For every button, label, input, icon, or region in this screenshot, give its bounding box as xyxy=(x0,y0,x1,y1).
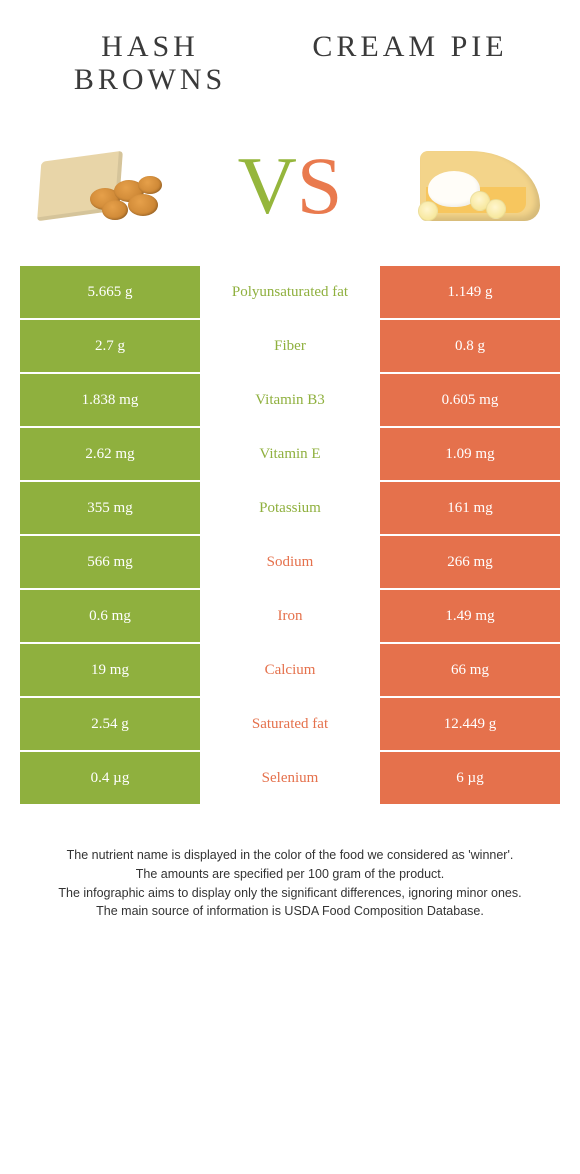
value-right: 1.49 mg xyxy=(380,590,560,644)
value-left: 19 mg xyxy=(20,644,200,698)
vs-s: S xyxy=(297,145,343,227)
nutrient-label: Calcium xyxy=(200,644,380,698)
footnote-line: The nutrient name is displayed in the co… xyxy=(50,846,530,865)
value-left: 1.838 mg xyxy=(20,374,200,428)
value-left: 2.54 g xyxy=(20,698,200,752)
table-row: 566 mgSodium266 mg xyxy=(20,536,560,590)
vs-label: VS xyxy=(238,145,343,227)
value-right: 0.605 mg xyxy=(380,374,560,428)
footnote-line: The infographic aims to display only the… xyxy=(50,884,530,903)
value-left: 566 mg xyxy=(20,536,200,590)
value-right: 12.449 g xyxy=(380,698,560,752)
table-row: 355 mgPotassium161 mg xyxy=(20,482,560,536)
nutrient-label: Saturated fat xyxy=(200,698,380,752)
table-row: 1.838 mgVitamin B30.605 mg xyxy=(20,374,560,428)
nutrient-label: Vitamin B3 xyxy=(200,374,380,428)
value-left: 2.62 mg xyxy=(20,428,200,482)
footnote-line: The amounts are specified per 100 gram o… xyxy=(50,865,530,884)
value-left: 2.7 g xyxy=(20,320,200,374)
value-right: 161 mg xyxy=(380,482,560,536)
table-row: 0.6 mgIron1.49 mg xyxy=(20,590,560,644)
footnotes: The nutrient name is displayed in the co… xyxy=(20,806,560,921)
nutrient-label: Sodium xyxy=(200,536,380,590)
value-right: 1.09 mg xyxy=(380,428,560,482)
nutrient-label: Fiber xyxy=(200,320,380,374)
infographic-container: Hash browns Cream Pie VS xyxy=(0,0,580,941)
title-right: Cream Pie xyxy=(280,30,540,63)
value-right: 266 mg xyxy=(380,536,560,590)
nutrient-label: Vitamin E xyxy=(200,428,380,482)
cream-pie-icon xyxy=(400,136,550,236)
title-left: Hash browns xyxy=(40,30,260,96)
value-left: 0.4 µg xyxy=(20,752,200,806)
value-left: 0.6 mg xyxy=(20,590,200,644)
table-row: 2.54 gSaturated fat12.449 g xyxy=(20,698,560,752)
hash-browns-icon xyxy=(30,136,180,236)
value-left: 355 mg xyxy=(20,482,200,536)
table-row: 19 mgCalcium66 mg xyxy=(20,644,560,698)
value-right: 0.8 g xyxy=(380,320,560,374)
table-row: 5.665 gPolyunsaturated fat1.149 g xyxy=(20,266,560,320)
table-row: 2.62 mgVitamin E1.09 mg xyxy=(20,428,560,482)
foods-row: VS xyxy=(20,126,560,266)
table-row: 0.4 µgSelenium6 µg xyxy=(20,752,560,806)
footnote-line: The main source of information is USDA F… xyxy=(50,902,530,921)
nutrient-table: 5.665 gPolyunsaturated fat1.149 g2.7 gFi… xyxy=(20,266,560,806)
nutrient-label: Iron xyxy=(200,590,380,644)
vs-v: V xyxy=(238,145,297,227)
table-row: 2.7 gFiber0.8 g xyxy=(20,320,560,374)
value-right: 6 µg xyxy=(380,752,560,806)
nutrient-label: Polyunsaturated fat xyxy=(200,266,380,320)
titles-row: Hash browns Cream Pie xyxy=(20,30,560,126)
nutrient-label: Selenium xyxy=(200,752,380,806)
value-right: 1.149 g xyxy=(380,266,560,320)
value-right: 66 mg xyxy=(380,644,560,698)
value-left: 5.665 g xyxy=(20,266,200,320)
nutrient-label: Potassium xyxy=(200,482,380,536)
